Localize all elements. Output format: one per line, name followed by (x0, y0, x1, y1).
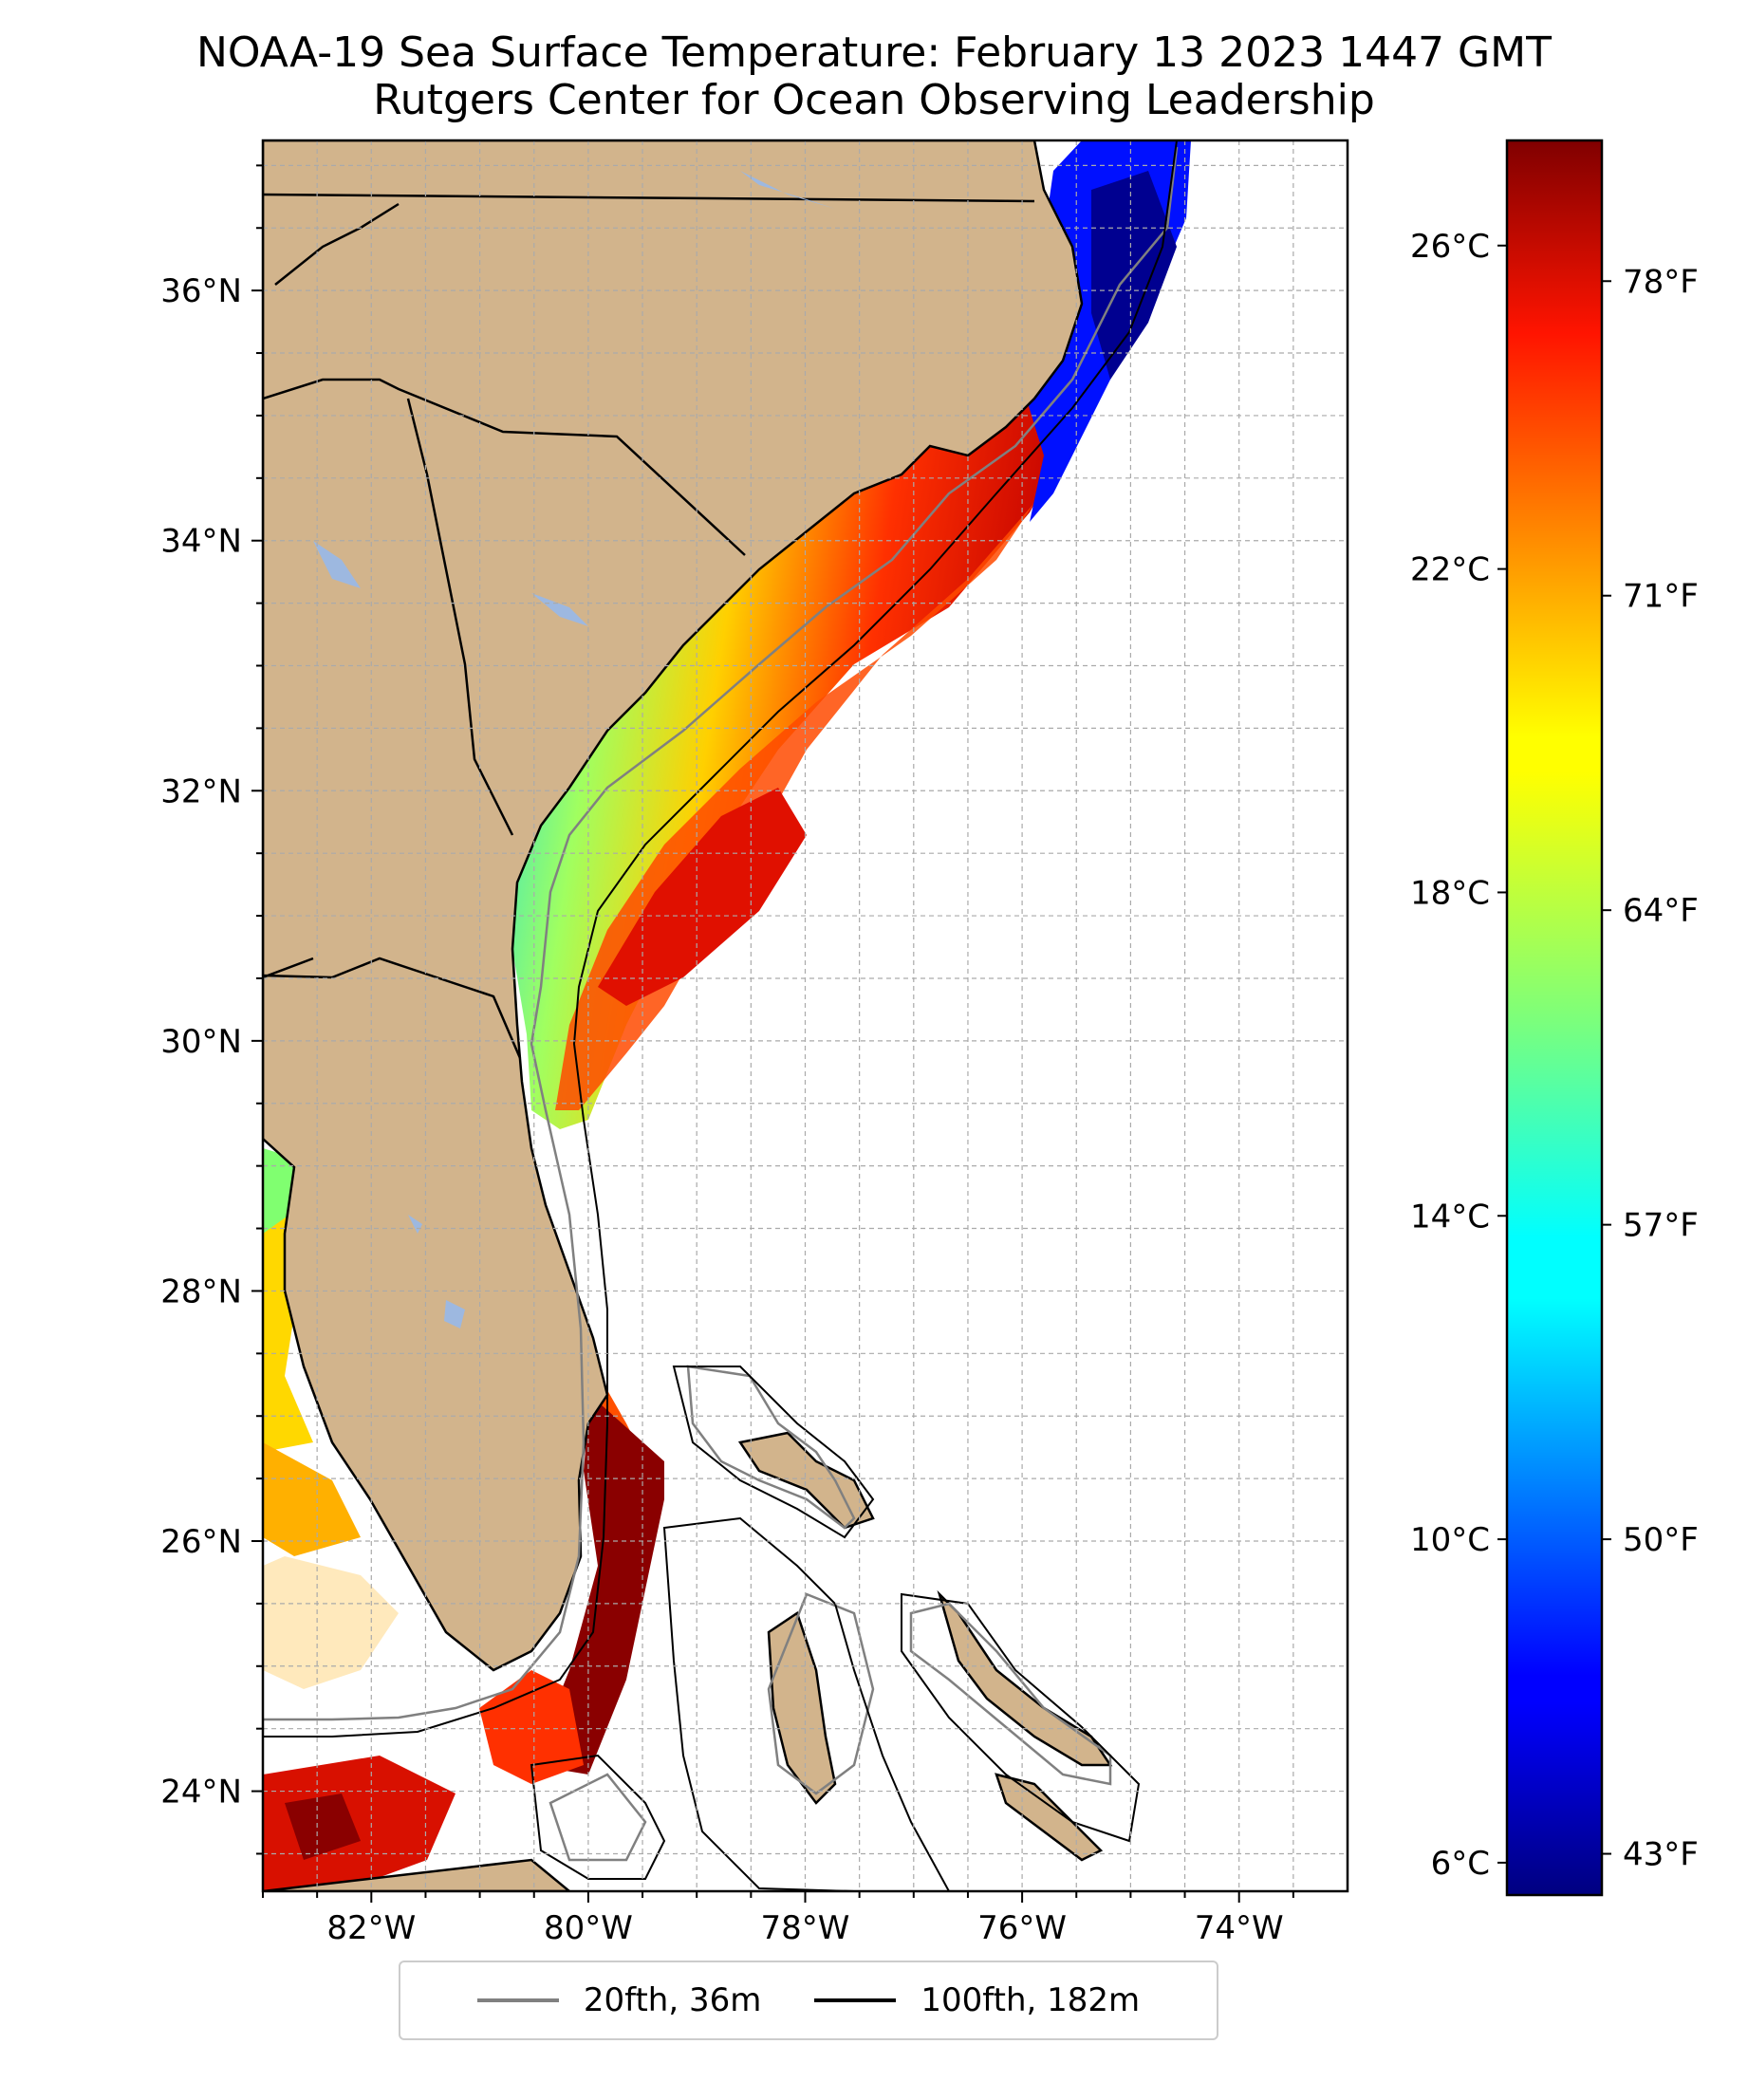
legend-item-20fth: 20fth, 36m (476, 1981, 762, 2019)
isobath-20fth (263, 146, 1179, 1862)
fahrenheit-tick-label: 71°F (1623, 578, 1699, 616)
lat-tick-label: 32°N (160, 772, 242, 810)
celsius-tick-label: 10°C (1410, 1521, 1490, 1559)
legend-item-100fth: 100fth, 182m (814, 1981, 1140, 2019)
colorbar (1505, 139, 1604, 1897)
map-ticks: 82°W 80°W 78°W 76°W 74°W 36°N 34°N 32°N 30°N 28°N… (160, 164, 1294, 1947)
celsius-tick-label: 14°C (1410, 1198, 1490, 1236)
fahrenheit-tick-label: 43°F (1623, 1836, 1699, 1874)
lon-tick-label: 80°W (544, 1909, 633, 1947)
fahrenheit-tick-label: 78°F (1623, 263, 1699, 301)
isobath-100fth (263, 140, 1178, 1891)
lon-tick-label: 76°W (977, 1909, 1067, 1947)
legend-label-100fth: 100fth, 182m (920, 1981, 1141, 2019)
celsius-tick-label: 6°C (1431, 1845, 1490, 1883)
fahrenheit-tick-label: 57°F (1623, 1207, 1699, 1245)
legend-swatch-black (814, 1998, 897, 2002)
map-area (263, 140, 1348, 1891)
lat-tick-label: 30°N (160, 1023, 242, 1061)
isobath-legend: 20fth, 36m 100fth, 182m (399, 1961, 1218, 2040)
lat-tick-label: 24°N (160, 1774, 242, 1812)
map-title-line-2: Rutgers Center for Ocean Observing Leade… (373, 76, 1375, 124)
lon-tick-label: 78°W (761, 1909, 850, 1947)
state-boundaries (263, 193, 1035, 1059)
lat-tick-label: 28°N (160, 1273, 242, 1310)
sst-field (263, 140, 1191, 1891)
graticule (263, 140, 1348, 1891)
celsius-tick-label: 22°C (1410, 551, 1490, 589)
lon-tick-label: 74°W (1195, 1909, 1284, 1947)
celsius-tick-label: 26°C (1410, 228, 1490, 266)
legend-label-20fth: 20fth, 36m (583, 1981, 762, 2019)
lat-tick-label: 36°N (160, 272, 242, 310)
lon-tick-label: 82°W (326, 1909, 416, 1947)
celsius-tick-label: 18°C (1410, 874, 1490, 912)
lat-tick-label: 26°N (160, 1523, 242, 1561)
land (263, 140, 1113, 1891)
fahrenheit-tick-label: 64°F (1623, 892, 1699, 930)
map-title-line-1: NOAA-19 Sea Surface Temperature: Februar… (196, 28, 1552, 77)
legend-swatch-gray (476, 1998, 559, 2002)
lat-tick-label: 34°N (160, 523, 242, 561)
fahrenheit-tick-label: 50°F (1623, 1521, 1699, 1559)
colorbar-ticks: 6°C 10°C 14°C 18°C 22°C 26°C 43°F 50°F 57°F 64°F 7… (1410, 228, 1699, 1883)
